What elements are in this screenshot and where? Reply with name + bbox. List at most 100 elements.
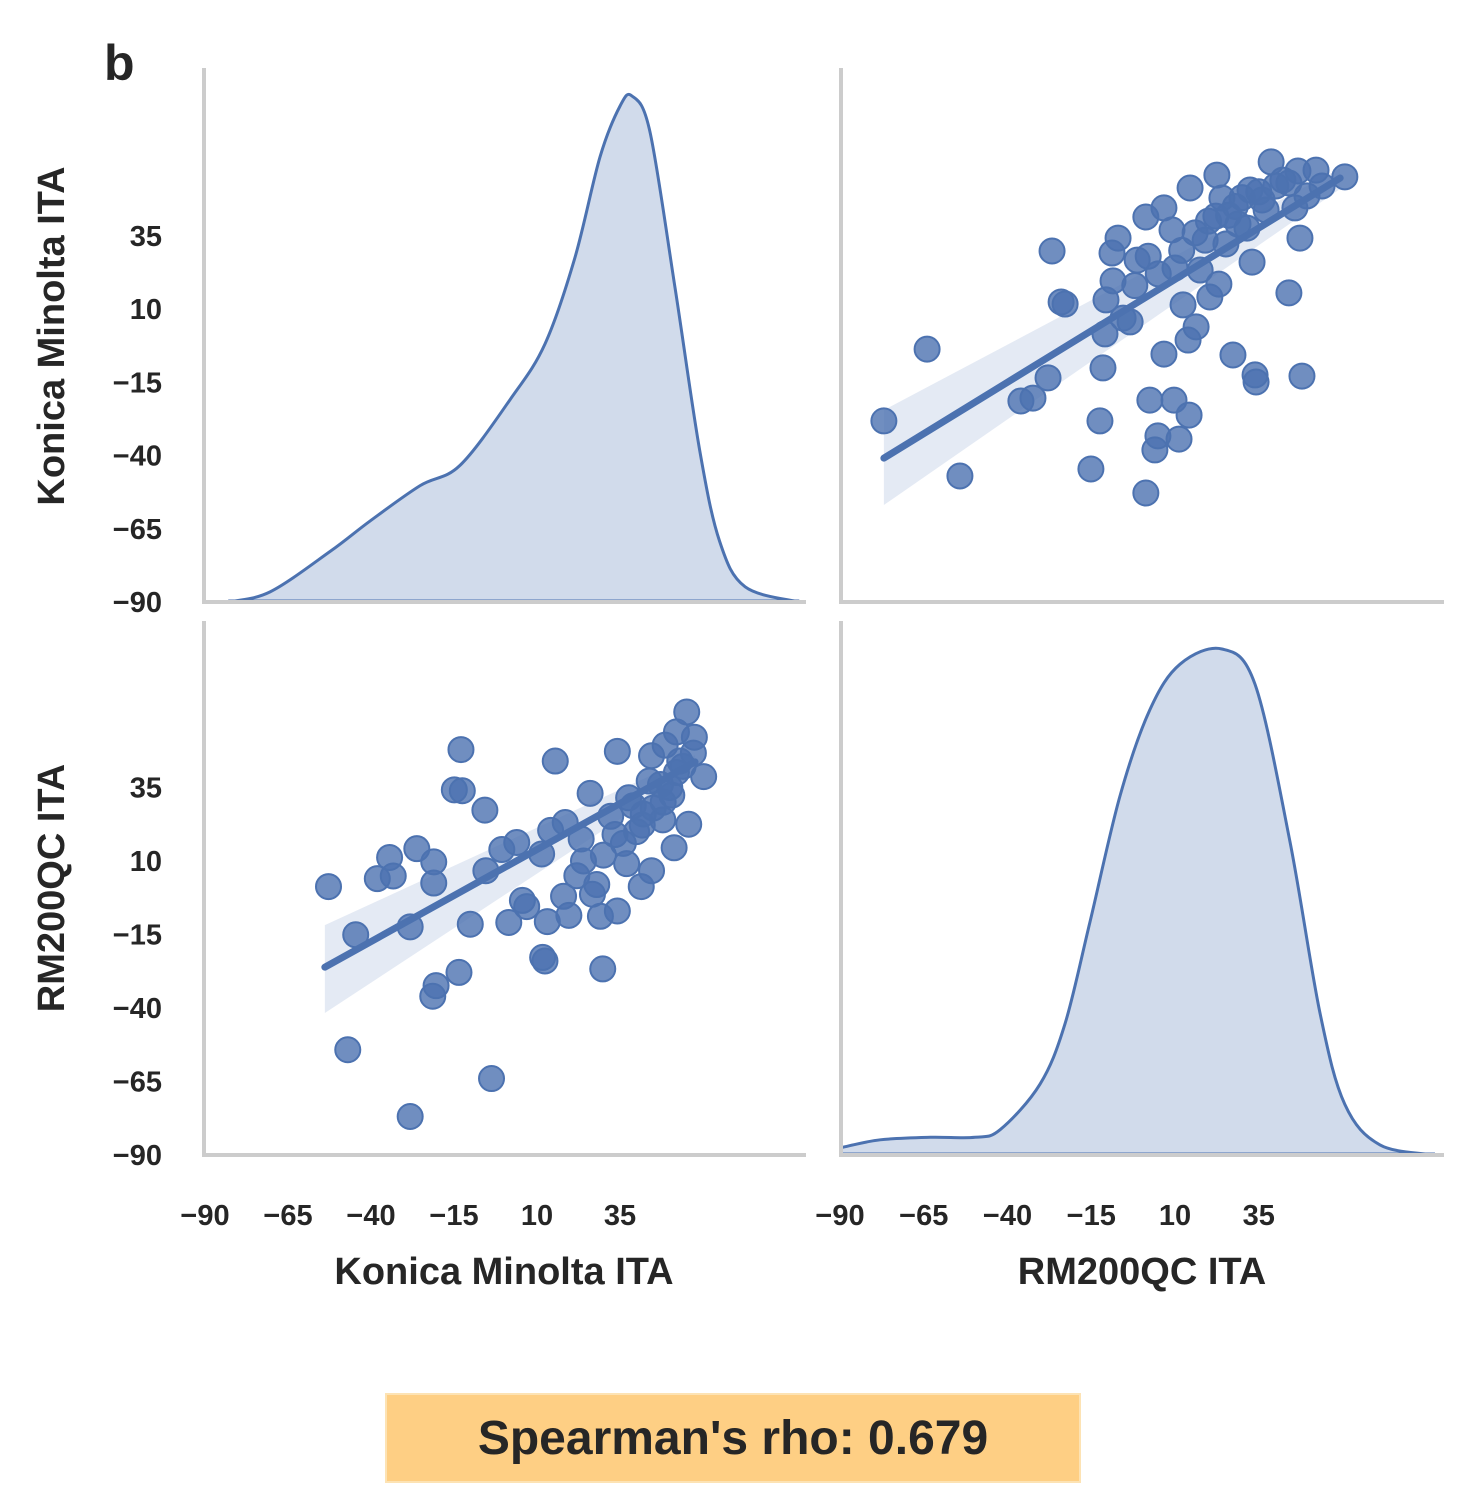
scatter-point [1215, 201, 1243, 229]
scatter-point [334, 1036, 362, 1064]
scatter-point [1019, 384, 1047, 412]
scatter-point [478, 1065, 506, 1093]
x-tick-label: −40 [346, 1200, 395, 1232]
scatter-point [1245, 178, 1273, 206]
scatter-point [550, 882, 578, 910]
scatter-point [673, 698, 701, 726]
scatter-point [1242, 368, 1270, 396]
scatter-point [1238, 248, 1266, 276]
spearman-text: Spearman's rho: 0.679 [477, 1411, 989, 1465]
scatter-point [403, 835, 431, 863]
scatter-point [603, 737, 631, 765]
scatter-point [1134, 242, 1162, 270]
y-tick-label: 10 [130, 294, 162, 326]
x-tick-label: −65 [899, 1200, 948, 1232]
x-tick-label: −15 [1067, 1200, 1116, 1232]
scatter-point [583, 871, 611, 899]
kde-fill [228, 94, 800, 602]
scatter-point [638, 857, 666, 885]
scatter-point [445, 958, 473, 986]
y-tick-label: −90 [113, 1140, 162, 1172]
x-tick-label: 35 [1243, 1200, 1275, 1232]
scatter-point [675, 810, 703, 838]
scatter-point [1176, 174, 1204, 202]
scatter-point [495, 908, 523, 936]
scatter-point [589, 955, 617, 983]
panel-scatter-rm-vs-konica [839, 68, 1444, 604]
x-tick-label: −90 [815, 1200, 864, 1232]
y-ticks-top-row: −90 −65 −40 −15 10 35 [113, 221, 162, 619]
y-tick-label: −40 [113, 441, 162, 473]
scatter-point [1331, 163, 1359, 191]
scatter-point [422, 972, 450, 1000]
scatter-point [1203, 161, 1231, 189]
scatter-point [456, 910, 484, 938]
y-tick-label: −15 [113, 920, 162, 952]
scatter-point [376, 843, 404, 871]
y-tick-label: 35 [130, 773, 162, 805]
scatter-point [1286, 224, 1314, 252]
panel-letter: b [104, 35, 135, 91]
y-tick-label: 10 [130, 846, 162, 878]
scatter-point [471, 796, 499, 824]
x-axis-label-left: Konica Minolta ITA [334, 1251, 673, 1293]
scatter-point [1099, 267, 1127, 295]
x-tick-label: 35 [604, 1200, 636, 1232]
kde-curve [227, 92, 800, 604]
scatter-point [1121, 272, 1149, 300]
scatter-point [1034, 364, 1062, 392]
scatter-point [660, 834, 688, 862]
scatter-point [1175, 401, 1203, 429]
y-tick-label: −15 [113, 367, 162, 399]
panel-scatter-konica-vs-rm [202, 621, 806, 1157]
x-tick-label: −65 [263, 1200, 312, 1232]
scatter-point [1288, 362, 1316, 390]
x-tick-label: 10 [1159, 1200, 1191, 1232]
scatter-point [1150, 340, 1178, 368]
scatter-point [1169, 291, 1197, 319]
scatter-point [315, 873, 343, 901]
scatter-point [1136, 386, 1164, 414]
y-ticks-bottom-row: −90 −65 −40 −15 10 35 [113, 773, 162, 1173]
x-axis-label-right: RM200QC ITA [1018, 1251, 1266, 1293]
scatter-point [1132, 479, 1160, 507]
scatter-point [447, 736, 475, 764]
scatter-point [1104, 224, 1132, 252]
y-tick-label: −65 [113, 1067, 162, 1099]
y-tick-label: 35 [130, 221, 162, 253]
scatter-point [440, 776, 468, 804]
y-axis-label-bottom: RM200QC ITA [31, 764, 73, 1012]
scatter-point [603, 897, 631, 925]
scatter-point [1275, 169, 1303, 197]
x-ticks-right-column: −90 −65 −40 −15 10 35 [815, 1200, 1274, 1232]
scatter-point [1051, 290, 1079, 318]
scatter-point [396, 1102, 424, 1130]
scatter-point [503, 828, 531, 856]
scatter-point [870, 407, 898, 435]
y-tick-label: −90 [113, 587, 162, 619]
kde-fill [842, 648, 1435, 1155]
kde-curve [841, 646, 1436, 1157]
scatter-point [1165, 425, 1193, 453]
scatter-point [569, 847, 597, 875]
scatter-point [508, 886, 536, 914]
x-tick-label: 10 [521, 1200, 553, 1232]
scatter-point [946, 462, 974, 490]
scatter-point [1182, 313, 1210, 341]
regression-line [880, 174, 1344, 462]
scatter-point [1086, 407, 1114, 435]
spearman-annotation: Spearman's rho: 0.679 [385, 1393, 1081, 1483]
scatter-point [1219, 341, 1247, 369]
scatter-point [1275, 279, 1303, 307]
scatter-point [1205, 270, 1233, 298]
scatter-point [1089, 354, 1117, 382]
panel-kde-rm [839, 621, 1444, 1157]
scatter-point [529, 943, 557, 971]
y-axis-label-top: Konica Minolta ITA [31, 166, 73, 505]
regression-line [321, 758, 699, 971]
x-tick-label: −90 [180, 1200, 229, 1232]
scatter-point [913, 335, 941, 363]
panel-kde-konica [202, 68, 806, 604]
x-ticks-left-column: −90 −65 −40 −15 10 35 [180, 1200, 636, 1232]
